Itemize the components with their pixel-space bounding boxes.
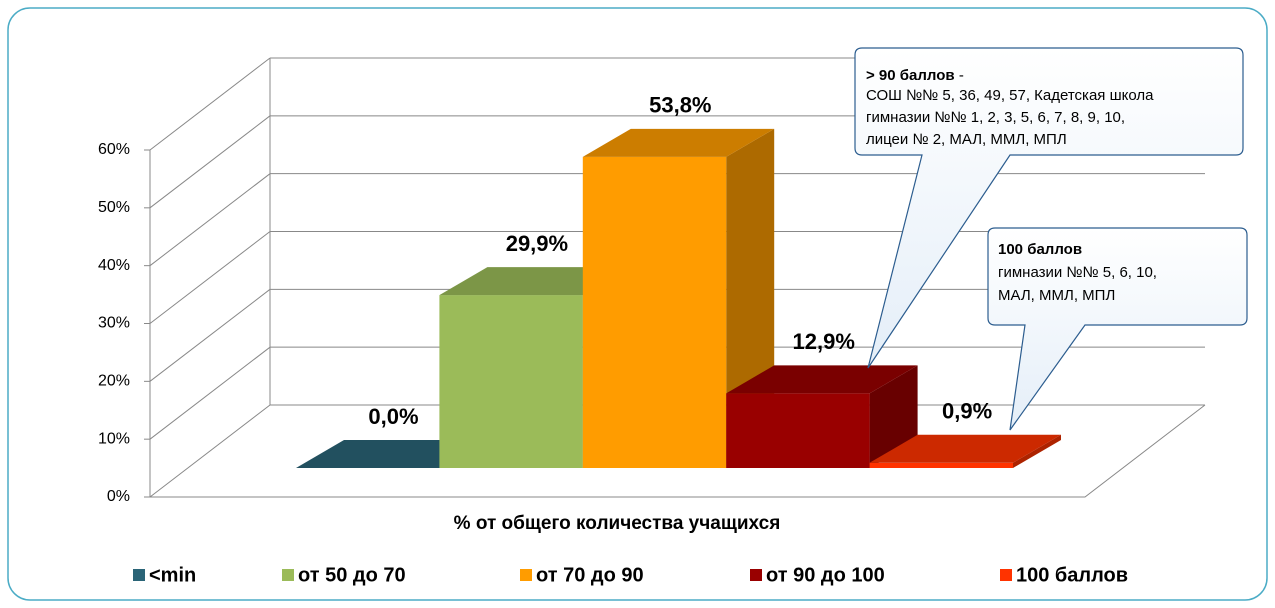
callout-line: гимназии №№ 5, 6, 10,	[998, 264, 1157, 281]
grid-line	[149, 288, 271, 382]
grid-line	[149, 57, 271, 151]
y-tick-label: 50%	[98, 199, 130, 216]
bar	[1013, 434, 1061, 468]
grid-line	[149, 173, 271, 267]
callout	[987, 227, 1248, 431]
callout-title: > 90 баллов -	[866, 67, 964, 84]
value-label: 0,0%	[368, 404, 418, 429]
callout-line: МАЛ, ММЛ, МПЛ	[998, 287, 1115, 304]
bar	[582, 128, 775, 157]
callout-separator: -	[959, 67, 964, 84]
legend-swatch	[1000, 569, 1012, 581]
callout-line: лицеи № 2, МАЛ, ММЛ, МПЛ	[866, 131, 1067, 148]
y-tick-label: 0%	[107, 488, 130, 505]
grid-line	[149, 231, 271, 324]
grid-line	[149, 404, 271, 498]
bar	[726, 365, 918, 394]
callout-line: СОШ №№ 5, 36, 49, 57, Кадетская школа	[866, 87, 1154, 104]
legend-swatch	[520, 569, 532, 581]
callout-title: 100 баллов	[998, 241, 1082, 258]
callout-title: > 90 баллов	[866, 67, 955, 84]
bar	[869, 434, 1061, 463]
legend-label: от 90 до 100	[766, 564, 885, 586]
bar	[582, 156, 727, 468]
legend: <min от 50 до 70 от 70 до 90 от 90 до 100 10…	[133, 564, 1128, 586]
value-label: 53,8%	[649, 93, 711, 118]
value-label: 12,9%	[793, 329, 855, 354]
y-tick-label: 20%	[98, 373, 130, 390]
value-label: 29,9%	[506, 231, 568, 256]
callout-line: гимназии №№ 1, 2, 3, 5, 6, 7, 8, 9, 10,	[866, 109, 1125, 126]
callout	[854, 47, 1244, 369]
y-tick-label: 60%	[98, 141, 130, 158]
bar	[726, 393, 870, 468]
bar	[869, 462, 1013, 468]
grid-line	[149, 346, 271, 440]
y-tick-label: 30%	[98, 315, 130, 332]
legend-label: 100 баллов	[1016, 564, 1128, 586]
bar	[439, 295, 583, 468]
y-tick-label: 10%	[98, 430, 130, 447]
y-tick-label: 40%	[98, 257, 130, 274]
value-label: 0,9%	[942, 399, 992, 424]
grid-line	[149, 115, 271, 209]
floor	[150, 404, 1206, 498]
bars: 0,0% 29,9% 53,8% 12,9% 0,9%	[296, 93, 1061, 468]
legend-label: от 70 до 90	[536, 564, 644, 586]
legend-swatch	[282, 569, 294, 581]
legend-swatch	[750, 569, 762, 581]
x-axis-label: % от общего количества учащихся	[454, 513, 781, 534]
legend-swatch	[133, 569, 145, 581]
legend-label: от 50 до 70	[298, 564, 406, 586]
legend-label: <min	[149, 564, 196, 586]
